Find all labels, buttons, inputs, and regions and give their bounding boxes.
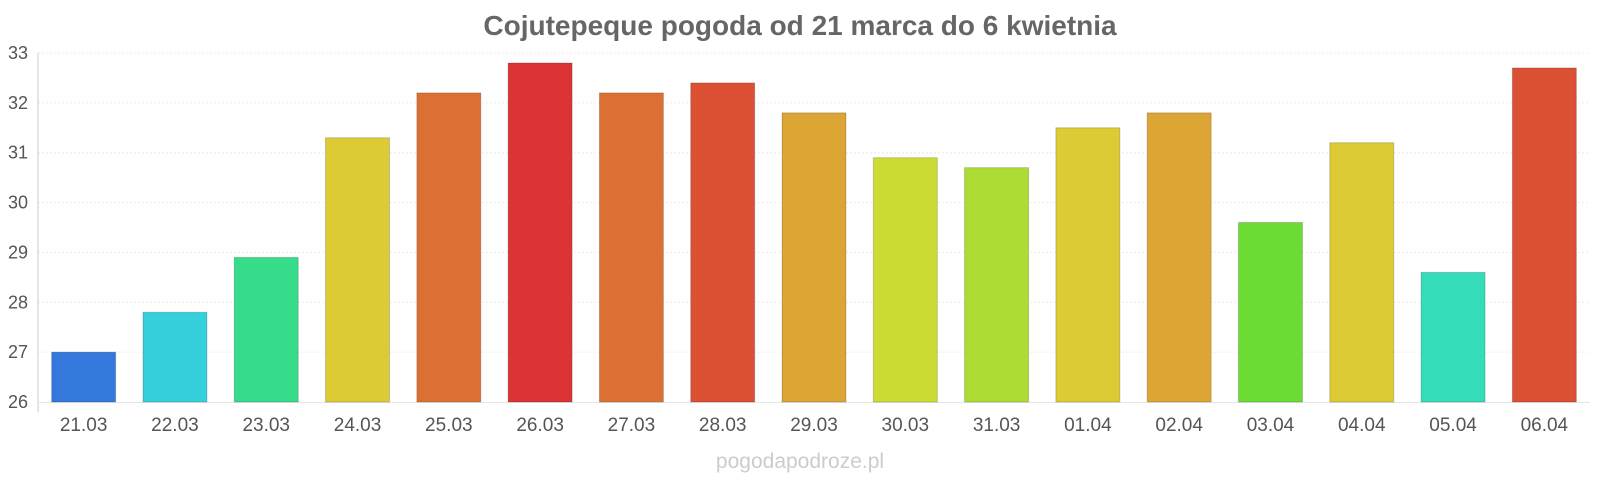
bar-03.04 — [1237, 222, 1303, 403]
x-tick-label: 04.04 — [1338, 415, 1386, 436]
bar-25.03 — [416, 92, 482, 403]
x-tick-label: 25.03 — [425, 415, 473, 436]
y-tick-label: 26 — [8, 392, 28, 412]
axes — [37, 53, 1590, 412]
x-tick-label: 26.03 — [516, 415, 564, 436]
bar-23.03 — [233, 256, 299, 403]
bar-24.03 — [325, 137, 391, 403]
x-tick-label: 23.03 — [242, 415, 290, 436]
x-tick-label: 05.04 — [1429, 415, 1477, 436]
bar-04.04 — [1329, 142, 1395, 403]
y-tick-label: 33 — [8, 43, 28, 63]
x-tick-label: 03.04 — [1247, 415, 1295, 436]
bar-06.04 — [1511, 67, 1577, 403]
y-tick-labels: 26 27 28 29 30 31 32 33 — [8, 43, 28, 412]
watermark: pogodapodroze.pl — [715, 450, 885, 473]
bar-01.04 — [1055, 127, 1121, 403]
x-tick-label: 29.03 — [790, 415, 838, 436]
x-tick-label: 06.04 — [1521, 415, 1569, 436]
chart-title: Cojutepeque pogoda od 21 marca do 6 kwie… — [483, 10, 1117, 41]
bar-30.03 — [872, 157, 938, 403]
y-tick-label: 28 — [8, 292, 28, 312]
x-tick-label: 22.03 — [151, 415, 199, 436]
x-tick-label: 02.04 — [1155, 415, 1203, 436]
x-tick-labels: 21.03 22.03 23.03 24.03 25.03 26.03 27.03 28.03… — [60, 415, 1569, 436]
bar-26.03 — [507, 62, 573, 403]
y-tick-label: 30 — [8, 193, 28, 213]
bar-27.03 — [598, 92, 664, 403]
x-tick-label: 01.04 — [1064, 415, 1112, 436]
x-tick-label: 31.03 — [973, 415, 1021, 436]
bars — [51, 62, 1577, 403]
bar-02.04 — [1146, 112, 1212, 403]
bar-21.03 — [51, 351, 117, 403]
x-tick-label: 24.03 — [334, 415, 382, 436]
x-tick-label: 30.03 — [882, 415, 930, 436]
x-tick-label: 21.03 — [60, 415, 108, 436]
x-tick-label: 28.03 — [699, 415, 747, 436]
bar-31.03 — [964, 167, 1030, 403]
y-tick-label: 31 — [8, 143, 28, 163]
bar-05.04 — [1420, 271, 1486, 403]
bar-28.03 — [690, 82, 756, 403]
bar-22.03 — [142, 311, 208, 403]
y-tick-label: 27 — [8, 342, 28, 362]
bar-chart: 26 27 28 29 30 31 32 33 21.03 22.03 23.03 24.03 25.… — [8, 43, 1590, 436]
bar-29.03 — [781, 112, 847, 403]
x-tick-label: 27.03 — [608, 415, 656, 436]
y-tick-label: 29 — [8, 242, 28, 262]
y-tick-label: 32 — [8, 93, 28, 113]
